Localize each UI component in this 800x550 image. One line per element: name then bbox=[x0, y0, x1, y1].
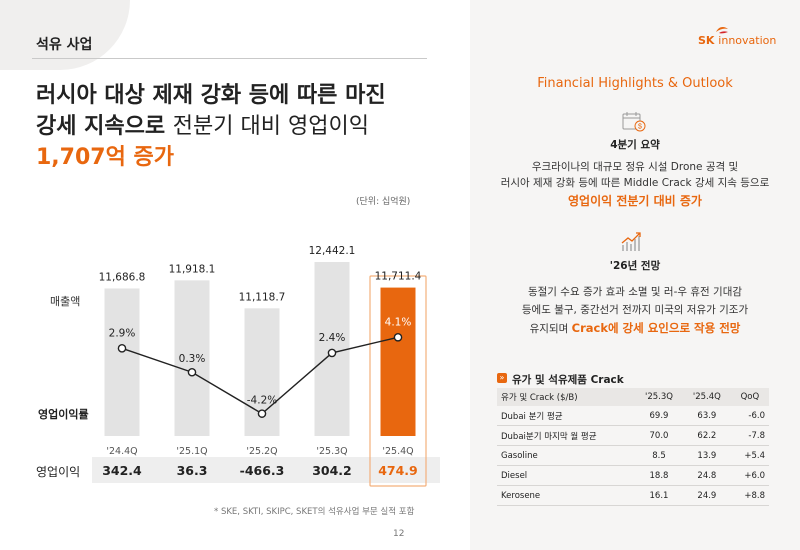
row-qoq: +5.4 bbox=[730, 445, 769, 466]
sales-value-label: 11,118.7 bbox=[239, 291, 286, 303]
sk-butterfly-icon bbox=[716, 27, 728, 34]
outlook-line-3: 유지되며 Crack에 강세 요인으로 작용 전망 bbox=[470, 319, 800, 338]
brand-name: innovation bbox=[718, 34, 777, 47]
margin-point bbox=[393, 332, 403, 342]
margin-value-label: -4.2% bbox=[247, 395, 277, 407]
margin-point bbox=[327, 348, 337, 358]
headline-line-2-thin: 전분기 대비 영업이익 bbox=[172, 114, 369, 139]
op-profit-value: 342.4 bbox=[102, 463, 142, 478]
section-divider bbox=[32, 58, 427, 59]
row-4q: 24.8 bbox=[682, 465, 731, 486]
q4-line-1: 우크라이나의 대규모 정유 시설 Drone 공격 및 bbox=[531, 161, 739, 173]
row-qoq: +8.8 bbox=[730, 485, 769, 506]
q4-summary-text: 우크라이나의 대규모 정유 시설 Drone 공격 및 러시아 제재 강화 등에… bbox=[470, 159, 800, 209]
row-3q: 18.8 bbox=[635, 465, 683, 486]
row-qoq: +6.0 bbox=[730, 465, 769, 486]
page-number: 12 bbox=[393, 529, 405, 539]
growth-chart-icon bbox=[621, 232, 641, 251]
table-row: Dubai 분기 평균 69.9 63.9 -6.0 bbox=[497, 406, 769, 426]
row-3q: 8.5 bbox=[635, 445, 683, 466]
outlook-text: 동절기 수요 증가 효과 소멸 및 러-우 휴전 기대감 등에도 불구, 중간선… bbox=[470, 283, 800, 338]
table-row: Gasoline 8.5 13.9 +5.4 bbox=[497, 445, 769, 466]
footnote: * SKE, SKTI, SKIPC, SKET의 석유사업 부문 실적 포함 bbox=[214, 507, 415, 517]
category-label: '24.4Q bbox=[106, 446, 137, 457]
row-qoq: -6.0 bbox=[730, 406, 769, 426]
row-label: Diesel bbox=[497, 465, 636, 486]
category-label: '25.1Q bbox=[176, 446, 207, 457]
row-3q: 70.0 bbox=[635, 425, 683, 446]
outlook-heading: '26년 전망 bbox=[609, 260, 661, 272]
category-label: '25.2Q bbox=[246, 446, 277, 457]
margin-value-label: 2.4% bbox=[319, 332, 346, 344]
op-profit-row-label: 영업이익 bbox=[36, 465, 81, 479]
sales-value-label: 11,711.4 bbox=[375, 271, 422, 283]
calendar-icon: $ bbox=[622, 112, 646, 132]
sales-value-label: 12,442.1 bbox=[309, 245, 356, 257]
outlook-emphasis: Crack에 강세 요인으로 작용 전망 bbox=[571, 321, 741, 335]
row-4q: 62.2 bbox=[682, 425, 731, 446]
op-profit-row-background bbox=[92, 457, 440, 483]
sales-value-label: 11,918.1 bbox=[169, 263, 216, 275]
op-profit-value: 304.2 bbox=[312, 463, 352, 478]
outlook-line-1: 동절기 수요 증가 효과 소멸 및 러-우 휴전 기대감 bbox=[527, 286, 743, 298]
headline-line-2: 강세 지속으로 전분기 대비 영업이익 bbox=[36, 111, 386, 142]
table-row: Diesel 18.8 24.8 +6.0 bbox=[497, 465, 769, 486]
row-3q: 16.1 bbox=[635, 485, 683, 506]
row-4q: 24.9 bbox=[682, 485, 731, 506]
q4-summary-heading: 4분기 요약 bbox=[610, 139, 660, 151]
svg-text:$: $ bbox=[638, 124, 642, 131]
category-label: '25.4Q bbox=[382, 446, 413, 457]
section-tag: 석유 사업 bbox=[36, 37, 93, 53]
category-label: '25.3Q bbox=[316, 446, 347, 457]
outlook-line-2: 등에도 불구, 중간선거 전까지 미국의 저유가 기조가 bbox=[521, 304, 749, 316]
margin-value-label: 0.3% bbox=[179, 353, 206, 365]
crack-table: 유가 및 Crack ($/B) '25.3Q '25.4Q QoQ Dubai… bbox=[497, 388, 769, 506]
sales-bar bbox=[104, 288, 140, 436]
headline-line-1: 러시아 대상 제재 강화 등에 따른 마진 bbox=[36, 83, 386, 108]
margin-value-label: 4.1% bbox=[385, 316, 412, 328]
row-label: Dubai분기 마지막 월 평균 bbox=[497, 425, 636, 446]
op-profit-value: 474.9 bbox=[378, 463, 418, 478]
unit-label: (단위: 십억원) bbox=[356, 197, 411, 207]
margin-point bbox=[117, 344, 127, 353]
q4-emphasis: 영업이익 전분기 대비 증가 bbox=[568, 194, 702, 208]
page-headline: 러시아 대상 제재 강화 등에 따른 마진 강세 지속으로 전분기 대비 영업이… bbox=[36, 80, 386, 173]
op-profit-value: -466.3 bbox=[240, 463, 285, 478]
headline-line-3: 1,707억 증가 bbox=[36, 145, 174, 170]
table-row: Kerosene 16.1 24.9 +8.8 bbox=[497, 485, 769, 506]
table-row: Dubai분기 마지막 월 평균 70.0 62.2 -7.8 bbox=[497, 425, 769, 446]
headline-line-2-bold: 강세 지속으로 bbox=[36, 114, 166, 139]
brand-sk: SK bbox=[698, 34, 715, 47]
row-label: Gasoline bbox=[497, 445, 636, 466]
sales-bar bbox=[174, 280, 210, 436]
sales-margin-chart: 11,686.8 11,918.1 11,118.7 12,442.1 11,711.4… bbox=[99, 245, 427, 487]
highlight-frame bbox=[369, 275, 427, 487]
row-label: Dubai 분기 평균 bbox=[497, 406, 636, 426]
table-arrow-icon: » bbox=[497, 373, 507, 383]
margin-point bbox=[257, 409, 267, 418]
row-4q: 63.9 bbox=[682, 406, 731, 426]
row-label: Kerosene bbox=[497, 485, 636, 506]
margin-point bbox=[187, 367, 197, 377]
sales-bar bbox=[380, 287, 416, 436]
crack-table-header: 유가 및 Crack ($/B) '25.3Q '25.4Q QoQ bbox=[497, 388, 769, 406]
margin-value-label: 2.9% bbox=[109, 327, 136, 339]
row-3q: 69.9 bbox=[635, 406, 683, 426]
outlook-line-3-plain: 유지되며 bbox=[529, 323, 569, 335]
row-4q: 13.9 bbox=[682, 445, 731, 466]
sales-row-label: 매출액 bbox=[50, 295, 81, 308]
crack-header-3q: '25.3Q bbox=[635, 388, 683, 406]
crack-header-qoq: QoQ bbox=[730, 388, 769, 406]
brand-logo: SK innovation bbox=[698, 34, 776, 47]
crack-header-item: 유가 및 Crack ($/B) bbox=[497, 388, 636, 406]
sales-value-label: 11,686.8 bbox=[99, 271, 146, 283]
highlights-title: Financial Highlights & Outlook bbox=[537, 76, 733, 91]
crack-header-4q: '25.4Q bbox=[682, 388, 731, 406]
crack-table-title: 유가 및 석유제품 Crack bbox=[512, 374, 624, 386]
margin-row-label: 영업이익률 bbox=[38, 408, 89, 421]
op-profit-value: 36.3 bbox=[177, 463, 208, 478]
q4-line-2: 러시아 제재 강화 등에 따른 Middle Crack 강세 지속 등으로 bbox=[500, 177, 770, 189]
row-qoq: -7.8 bbox=[730, 425, 769, 446]
